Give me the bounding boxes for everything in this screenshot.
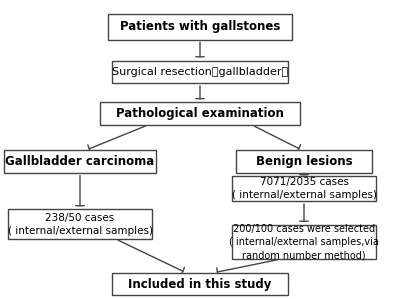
FancyBboxPatch shape: [232, 225, 376, 259]
Text: 238/50 cases
( internal/external samples): 238/50 cases ( internal/external samples…: [8, 213, 152, 236]
FancyBboxPatch shape: [112, 60, 288, 83]
Text: Included in this study: Included in this study: [128, 277, 272, 291]
FancyBboxPatch shape: [4, 150, 156, 173]
Text: Surgical resection（gallbladder）: Surgical resection（gallbladder）: [112, 67, 288, 77]
Text: Benign lesions: Benign lesions: [256, 155, 352, 168]
FancyBboxPatch shape: [108, 14, 292, 40]
FancyBboxPatch shape: [8, 209, 152, 239]
Text: Pathological examination: Pathological examination: [116, 107, 284, 120]
FancyBboxPatch shape: [236, 150, 372, 173]
Text: Gallbladder carcinoma: Gallbladder carcinoma: [5, 155, 155, 168]
FancyBboxPatch shape: [100, 102, 300, 125]
Text: 7071/2035 cases
( internal/external samples): 7071/2035 cases ( internal/external samp…: [232, 177, 376, 200]
FancyBboxPatch shape: [112, 273, 288, 295]
FancyBboxPatch shape: [232, 176, 376, 201]
Text: 200/100 cases were selected
( internal/external samples,via
random number method: 200/100 cases were selected ( internal/e…: [229, 224, 379, 260]
Text: Patients with gallstones: Patients with gallstones: [120, 20, 280, 33]
